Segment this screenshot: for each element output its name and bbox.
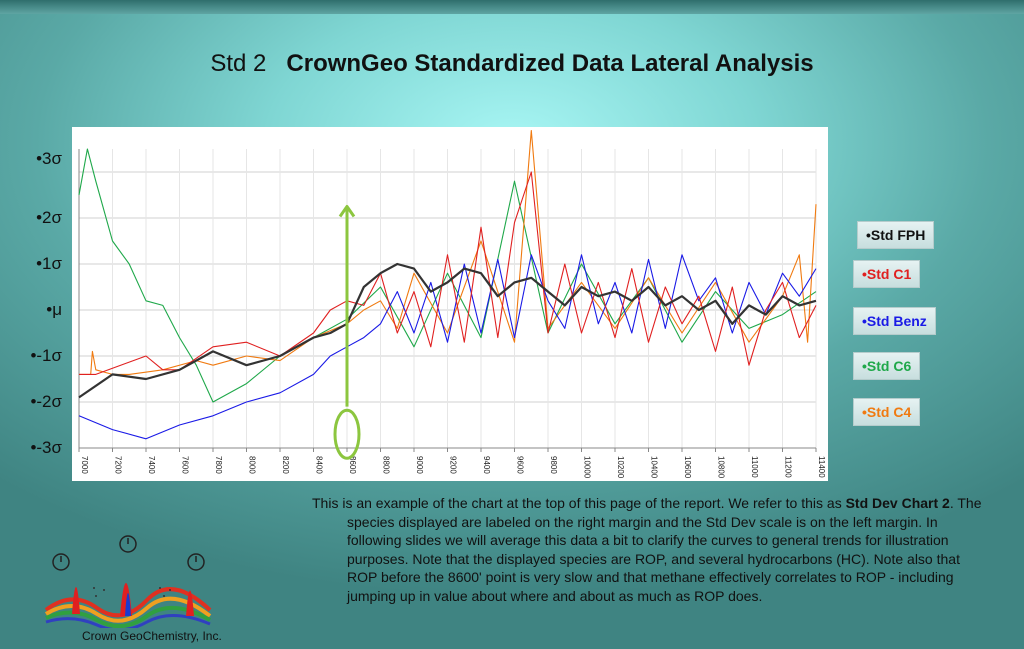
caption-pre: This is an example of the chart at the t…	[312, 495, 846, 511]
title-prefix: Std 2	[210, 50, 267, 77]
chart-area: 7000 7200 7400 7600 7800 8000 8200 8400 8600 8800…	[72, 127, 828, 481]
x-tick-label: 9400	[482, 456, 491, 474]
caption-text: This is an example of the chart at the t…	[312, 494, 987, 606]
page-title: Std 2 CrownGeo Standardized Data Lateral …	[0, 50, 1024, 78]
sigma-label: •-1σ	[30, 346, 62, 365]
highlight-ellipse	[333, 408, 361, 460]
x-tick-label: 7800	[214, 456, 223, 474]
x-tick-label: 8800	[382, 456, 391, 474]
legend-item-std-benz: •Std Benz	[853, 307, 936, 335]
top-banner	[0, 0, 1024, 14]
x-tick-label: 8400	[315, 456, 324, 474]
sigma-label: •2σ	[36, 208, 62, 227]
x-tick-label: 7200	[114, 456, 123, 474]
legend-item-std-c6: •Std C6	[853, 352, 921, 380]
x-tick-label: 10200	[616, 456, 625, 479]
x-tick-label: 10400	[650, 456, 659, 479]
series-line-std-c6	[78, 148, 817, 403]
series-line-std-fph	[78, 262, 817, 399]
caption-post: . The species displayed are labeled on t…	[347, 495, 982, 604]
legend-item-std-c1: •Std C1	[853, 260, 921, 288]
x-tick-label: 10600	[683, 456, 692, 479]
x-tick-label: 7600	[181, 456, 190, 474]
series-line-std-c4	[79, 130, 817, 375]
sigma-label: •-3σ	[30, 438, 62, 457]
x-tick-label: 8600	[348, 456, 357, 474]
caption-bold: Std Dev Chart 2	[845, 495, 950, 511]
company-name: Crown GeoChemistry, Inc.	[82, 629, 222, 643]
sigma-label: •μ	[46, 300, 62, 319]
x-tick-label: 10800	[717, 456, 726, 479]
series-line-std-benz	[78, 254, 817, 440]
sigma-label: •1σ	[36, 254, 62, 273]
chart-svg: 7000 7200 7400 7600 7800 8000 8200 8400 8600 8800…	[78, 130, 826, 479]
x-tick-label: 11200	[784, 456, 793, 478]
sigma-label: •3σ	[36, 149, 62, 168]
x-tick-label: 10000	[583, 456, 592, 479]
x-tick-label: 11400	[817, 456, 826, 478]
series-line-std-c1	[79, 171, 817, 375]
x-tick-label: 8000	[248, 456, 257, 474]
x-tick-label: 7400	[147, 456, 156, 474]
highlight-arrow-head	[338, 205, 356, 218]
x-tick-label: 8200	[281, 456, 290, 474]
legend-item-std-fph: •Std FPH	[857, 221, 935, 249]
x-tick-label: 9200	[449, 456, 458, 474]
legend-item-std-c4: •Std C4	[853, 398, 921, 426]
sigma-label: •-2σ	[30, 392, 62, 411]
x-tick-label: 9600	[516, 456, 525, 474]
x-tick-label: 7000	[80, 456, 89, 474]
title-main: CrownGeo Standardized Data Lateral Analy…	[286, 50, 814, 77]
x-tick-label: 9800	[549, 456, 558, 474]
x-tick-label: 9000	[415, 456, 424, 474]
x-tick-label: 11000	[750, 456, 759, 478]
company-logo	[44, 535, 212, 628]
